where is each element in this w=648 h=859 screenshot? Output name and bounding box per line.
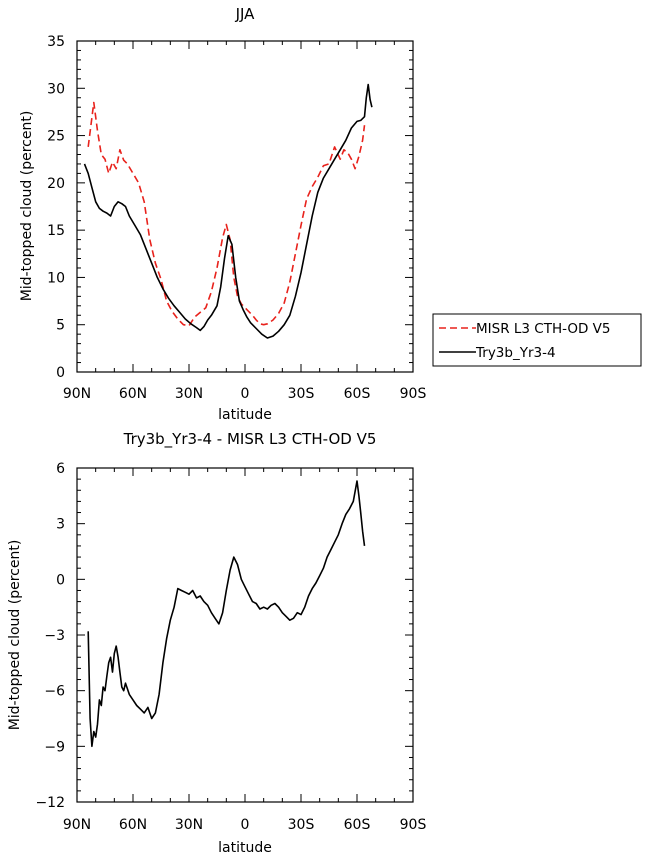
bottom-y-axis-label: Mid-topped cloud (percent) <box>7 540 23 731</box>
top-y-tick-label: 30 <box>47 81 65 97</box>
legend-label-try3b: Try3b_Yr3-4 <box>475 345 556 361</box>
top-x-tick-label: 0 <box>241 386 250 402</box>
bottom-plot-frame <box>76 467 414 803</box>
bottom-x-tick-label: 90N <box>63 817 91 833</box>
top-series-line-0 <box>87 101 366 327</box>
top-series-line-1 <box>83 83 373 339</box>
bottom-x-tick-label: 30N <box>175 817 203 833</box>
bottom-ticks: 90N 60N 30N 0 30S 60S 90S −12 −9 −6 −3 0 3 6 <box>35 461 426 833</box>
top-y-tick-label: 25 <box>47 129 65 145</box>
bottom-series <box>87 480 366 748</box>
bottom-x-tick-label: 30S <box>288 817 315 833</box>
bottom-y-tick-label: 0 <box>56 572 65 588</box>
bottom-x-tick-label: 60S <box>344 817 371 833</box>
bottom-y-tick-label: −9 <box>44 739 65 755</box>
top-y-tick-label: 0 <box>56 365 65 381</box>
bottom-x-tick-label: 90S <box>400 817 427 833</box>
bottom-x-axis-label: latitude <box>218 840 272 856</box>
legend: MISR L3 CTH-OD V5 Try3b_Yr3-4 <box>432 313 642 367</box>
top-panel: JJA 90N 60N 30N 0 30S 60S 90S 0 5 10 15 20 25 30 35 la… <box>19 5 426 423</box>
top-x-axis-label: latitude <box>218 407 272 423</box>
bottom-x-tick-label: 60N <box>119 817 147 833</box>
top-ticks: 90N 60N 30N 0 30S 60S 90S 0 5 10 15 20 25 30 35 <box>47 34 426 402</box>
legend-label-misr: MISR L3 CTH-OD V5 <box>476 321 610 337</box>
top-x-tick-label: 90S <box>400 386 427 402</box>
bottom-chart-title: Try3b_Yr3-4 - MISR L3 CTH-OD V5 <box>123 430 377 449</box>
top-plot-frame <box>76 40 414 373</box>
top-chart-title: JJA <box>235 5 256 23</box>
bottom-panel: Try3b_Yr3-4 - MISR L3 CTH-OD V5 90N 60N 30… <box>7 430 426 856</box>
top-x-tick-label: 30S <box>288 386 315 402</box>
bottom-x-tick-label: 0 <box>241 817 250 833</box>
top-x-tick-label: 30N <box>175 386 203 402</box>
bottom-y-tick-label: −3 <box>44 628 65 644</box>
bottom-y-tick-label: −6 <box>44 684 65 700</box>
top-y-tick-label: 5 <box>56 318 65 334</box>
legend-box <box>432 313 642 367</box>
bottom-y-tick-label: 6 <box>56 461 65 477</box>
top-x-tick-label: 60N <box>119 386 147 402</box>
top-x-tick-label: 90N <box>63 386 91 402</box>
bottom-y-tick-label: −12 <box>35 795 65 811</box>
bottom-series-line-0 <box>87 480 366 748</box>
top-y-tick-label: 35 <box>47 34 65 50</box>
top-y-tick-label: 20 <box>47 176 65 192</box>
top-x-tick-label: 60S <box>344 386 371 402</box>
top-y-axis-label: Mid-topped cloud (percent) <box>19 111 35 302</box>
bottom-y-tick-label: 3 <box>56 517 65 533</box>
top-series <box>83 83 373 339</box>
top-y-tick-label: 15 <box>47 223 65 239</box>
top-y-tick-label: 10 <box>47 270 65 286</box>
